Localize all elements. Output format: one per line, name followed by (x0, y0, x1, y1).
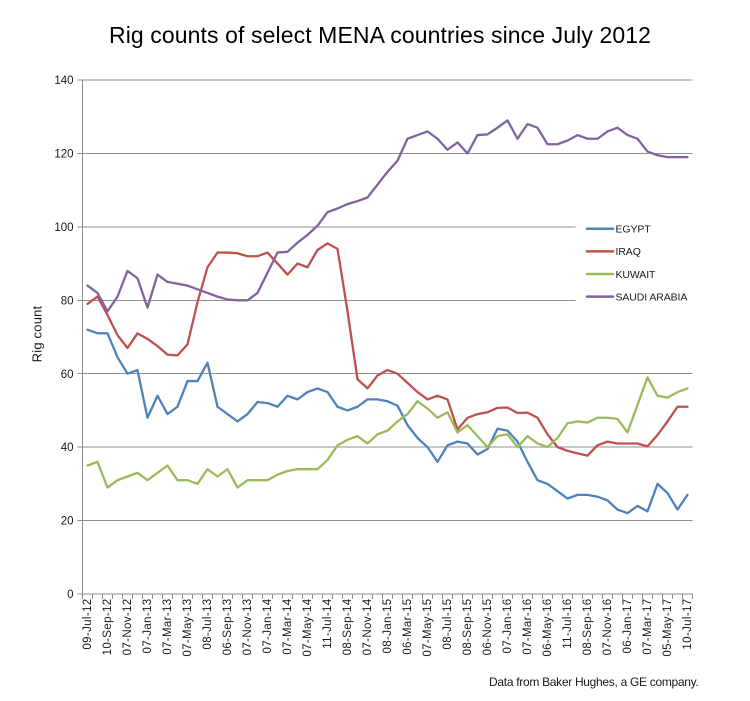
svg-text:07-May-14: 07-May-14 (302, 598, 314, 656)
svg-text:120: 120 (54, 149, 73, 161)
svg-text:100: 100 (54, 222, 73, 234)
svg-text:10-Jul-17: 10-Jul-17 (682, 599, 694, 650)
svg-text:06-Jan-17: 06-Jan-17 (622, 599, 634, 654)
svg-text:08-Jul-13: 08-Jul-13 (202, 599, 214, 650)
svg-text:06-Mar-15: 06-Mar-15 (402, 599, 414, 655)
svg-text:40: 40 (61, 442, 74, 454)
svg-text:07-May-13: 07-May-13 (182, 599, 194, 657)
svg-text:07-Nov-12: 07-Nov-12 (122, 599, 134, 656)
svg-text:KUWAIT: KUWAIT (616, 269, 657, 281)
svg-text:06-Nov-15: 06-Nov-15 (482, 599, 494, 656)
svg-text:11-Jul-16: 11-Jul-16 (562, 599, 574, 649)
svg-text:Data from Baker Hughes, a GE c: Data from Baker Hughes, a GE company. (489, 675, 698, 689)
svg-text:Rig count: Rig count (30, 305, 45, 362)
svg-text:08-Jul-15: 08-Jul-15 (442, 599, 454, 650)
svg-text:07-Jan-14: 07-Jan-14 (262, 598, 274, 653)
svg-text:60: 60 (61, 369, 74, 381)
svg-text:11-Jul-14: 11-Jul-14 (322, 598, 334, 648)
svg-text:07-Nov-16: 07-Nov-16 (602, 599, 614, 656)
svg-text:07-Nov-13: 07-Nov-13 (242, 599, 254, 656)
svg-text:07-Jan-16: 07-Jan-16 (502, 599, 514, 654)
svg-text:07-Mar-13: 07-Mar-13 (162, 599, 174, 655)
svg-text:0: 0 (67, 589, 73, 601)
svg-text:09-Jul-12: 09-Jul-12 (82, 599, 94, 650)
svg-text:IRAQ: IRAQ (616, 246, 641, 258)
svg-text:08-Sep-16: 08-Sep-16 (582, 599, 594, 656)
svg-text:05-May-17: 05-May-17 (662, 599, 674, 657)
svg-text:20: 20 (61, 516, 74, 528)
svg-text:140: 140 (54, 75, 73, 87)
svg-text:08-Jan-15: 08-Jan-15 (382, 599, 394, 654)
svg-text:07-Nov-14: 07-Nov-14 (362, 598, 374, 655)
svg-text:07-May-15: 07-May-15 (422, 599, 434, 657)
svg-text:07-Mar-17: 07-Mar-17 (642, 599, 654, 655)
svg-text:10-Sep-12: 10-Sep-12 (102, 599, 114, 656)
svg-text:80: 80 (61, 295, 74, 307)
svg-text:06-May-16: 06-May-16 (542, 599, 554, 657)
svg-text:07-Mar-16: 07-Mar-16 (522, 599, 534, 655)
svg-text:07-Mar-14: 07-Mar-14 (282, 598, 294, 654)
svg-text:Rig counts of select MENA coun: Rig counts of select MENA countries sinc… (109, 22, 651, 48)
svg-text:SAUDI ARABIA: SAUDI ARABIA (616, 291, 688, 303)
svg-text:EGYPT: EGYPT (616, 224, 652, 236)
svg-text:08-Sep-14: 08-Sep-14 (342, 598, 354, 655)
svg-text:06-Sep-13: 06-Sep-13 (222, 599, 234, 656)
svg-text:07-Jan-13: 07-Jan-13 (142, 599, 154, 654)
svg-text:08-Sep-15: 08-Sep-15 (462, 599, 474, 656)
